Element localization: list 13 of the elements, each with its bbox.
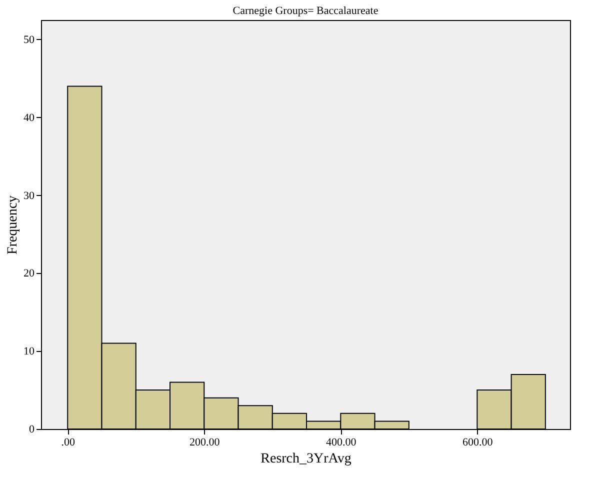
- x-axis-title: Resrch_3YrAvg: [260, 452, 352, 466]
- y-tick-label: 10: [24, 346, 35, 358]
- y-tick-label: 40: [24, 112, 35, 124]
- y-tick-label: 50: [24, 34, 35, 46]
- y-tick-label: 20: [24, 268, 35, 280]
- y-axis-title: Frequency: [6, 195, 20, 255]
- x-tick-label: 200.00: [190, 436, 220, 448]
- x-tick-label: 600.00: [462, 436, 494, 448]
- x-tick-label: .00: [61, 436, 76, 448]
- y-tick-label: 0: [29, 424, 35, 436]
- chart-title: Carnegie Groups= Baccalaureate: [232, 5, 378, 17]
- x-tick-label: 400.00: [326, 436, 357, 448]
- y-tick-label: 30: [24, 190, 35, 202]
